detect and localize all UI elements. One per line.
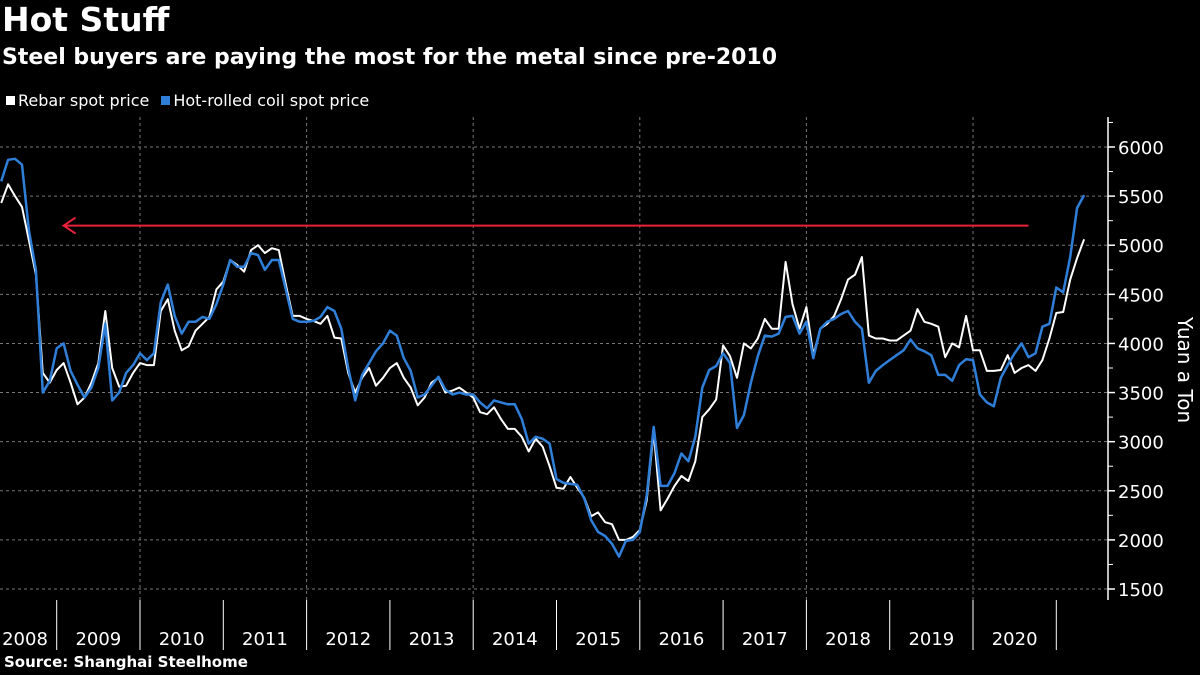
legend-item-hrc: Hot-rolled coil spot price: [161, 91, 369, 110]
y-tick-label: 3500: [1118, 384, 1164, 405]
x-tick-label: 2013: [409, 629, 455, 650]
y-tick-label: 4500: [1118, 285, 1164, 306]
x-tick-label: 2012: [325, 629, 371, 650]
x-tick-label: 2014: [492, 629, 538, 650]
legend: Rebar spot price Hot-rolled coil spot pr…: [6, 91, 369, 110]
y-tick-label: 5500: [1118, 187, 1164, 208]
y-tick-label: 2000: [1118, 531, 1164, 552]
y-tick-label: 5000: [1118, 236, 1164, 257]
x-tick-label: 2019: [908, 629, 954, 650]
x-tick-label: 2009: [75, 629, 121, 650]
legend-label-hrc: Hot-rolled coil spot price: [173, 91, 370, 110]
legend-swatch-rebar: [6, 96, 15, 105]
source-note: Source: Shanghai Steelhome: [4, 653, 248, 671]
x-tick-label: 2008: [2, 629, 48, 650]
legend-label-rebar: Rebar spot price: [18, 91, 150, 110]
y-tick-label: 4000: [1118, 334, 1164, 355]
x-tick-label: 2020: [992, 629, 1038, 650]
y-tick-label: 2500: [1118, 482, 1164, 503]
series-line-hrc: [0, 157, 1086, 558]
grid: [0, 117, 1108, 600]
annotations: [61, 216, 1029, 235]
axes: 1500 2000 2500 3000 3500 4000 4500 5000 5500 6000…: [2, 117, 1164, 650]
x-tick-label: 2018: [825, 629, 871, 650]
legend-swatch-hrc: [161, 96, 171, 105]
x-tick-label: 2015: [575, 629, 621, 650]
legend-item-rebar: Rebar spot price: [6, 91, 149, 110]
x-tick-label: 2011: [242, 629, 288, 650]
y-axis-label: Yuan a Ton: [1173, 316, 1197, 423]
y-tick-label: 6000: [1118, 138, 1164, 159]
y-tick-label: 1500: [1118, 580, 1164, 601]
chart-subtitle: Steel buyers are paying the most for the…: [2, 45, 778, 70]
series-lines: [0, 157, 1086, 558]
y-tick-label: 3000: [1118, 433, 1164, 454]
chart-title: Hot Stuff: [2, 0, 170, 39]
x-tick-label: 2010: [159, 629, 205, 650]
x-tick-label: 2017: [742, 629, 788, 650]
series-line-rebar: [0, 183, 1086, 541]
x-tick-label: 2016: [659, 629, 705, 650]
annotation-arrow-head-icon: [61, 216, 77, 235]
